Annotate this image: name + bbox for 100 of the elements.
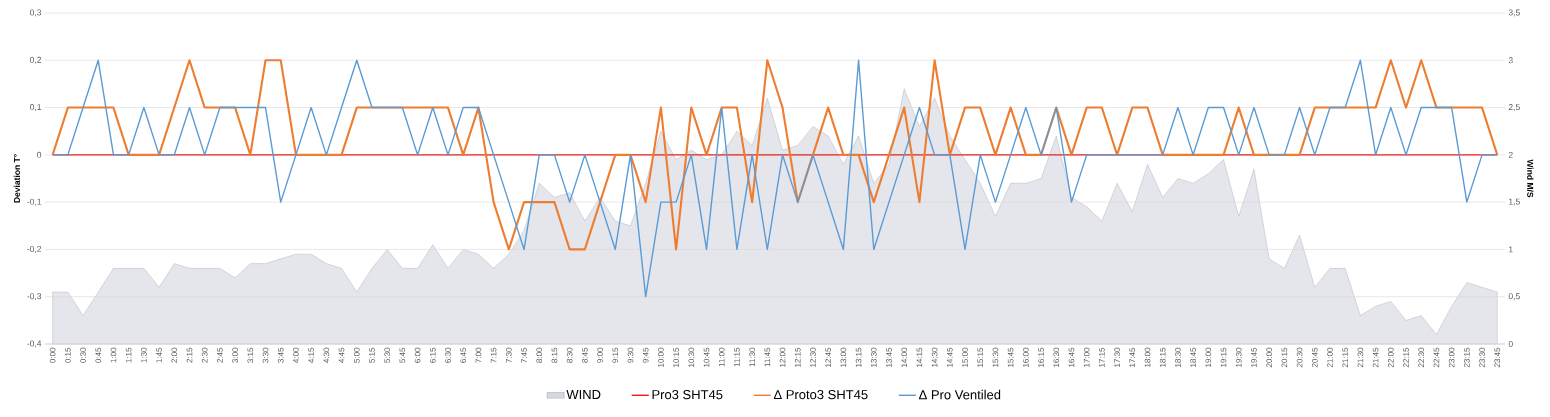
legend-label: Δ Pro Ventiled: [919, 389, 1001, 400]
x-tick-label: 3:45: [277, 347, 284, 363]
x-tick-label: 12:00: [779, 347, 786, 367]
x-tick-label: 7:30: [506, 347, 512, 363]
x-tick-label: 23:15: [1464, 347, 1470, 368]
x-tick-label: 17:00: [1083, 347, 1090, 367]
x-tick-label: 16:45: [1068, 347, 1075, 367]
x-tick-label: 6:15: [429, 347, 436, 363]
x-tick-label: 15:15: [977, 347, 984, 367]
y-axis-title: Deviation T°: [13, 154, 20, 203]
y-tick-label: 0,3: [30, 9, 42, 17]
x-tick-label: 21:00: [1327, 347, 1333, 368]
x-tick-label: 0:00: [49, 347, 56, 363]
x-tick-label: 11:30: [749, 347, 755, 367]
x-tick-label: 1:00: [110, 347, 117, 363]
x-tick-label: 6:45: [460, 347, 467, 363]
x-tick-label: 16:30: [1053, 347, 1060, 367]
x-tick-label: 3:00: [232, 347, 238, 363]
x-tick-label: 12:15: [794, 347, 801, 367]
x-tick-label: 12:30: [810, 347, 816, 367]
y-tick-label: 0,1: [30, 104, 42, 112]
x-tick-label: 18:30: [1175, 347, 1181, 367]
x-tick-label: 14:45: [947, 347, 953, 367]
x-tick-label: 21:30: [1357, 347, 1364, 368]
x-tick-label: 2:30: [201, 347, 208, 363]
x-tick-label: 9:45: [642, 347, 649, 363]
x-tick-label: 10:45: [703, 347, 710, 367]
x-tick-label: 6:30: [445, 347, 451, 363]
x-tick-label: 20:30: [1296, 347, 1303, 368]
x-tick-label: 19:30: [1235, 347, 1242, 367]
x-tick-label: 10:30: [688, 347, 695, 367]
x-tick-label: 5:45: [399, 347, 406, 363]
x-tick-label: 14:15: [916, 347, 923, 367]
y-tick-label: 0,2: [30, 56, 42, 64]
x-tick-label: 3:15: [247, 347, 254, 363]
x-tick-label: 11:00: [718, 347, 725, 367]
x-tick-label: 16:15: [1038, 347, 1044, 367]
y2-axis-title: Wind M/S: [1527, 159, 1534, 198]
y2-tick-label: 3: [1508, 57, 1513, 64]
x-tick-label: 22:30: [1418, 347, 1425, 368]
legend-label: WIND: [566, 390, 601, 400]
x-tick-label: 4:15: [308, 347, 314, 363]
x-tick-label: 10:00: [658, 347, 664, 367]
x-tick-label: 5:15: [369, 347, 375, 363]
y-tick-label: 0: [37, 151, 42, 158]
x-tick-label: 11:45: [764, 347, 771, 367]
legend-label: Pro3 SHT45: [652, 390, 723, 400]
y2-tick-label: 2: [1508, 151, 1513, 158]
x-tick-label: 13:00: [840, 347, 847, 367]
x-tick-label: 23:45: [1494, 347, 1501, 368]
x-tick-label: 6:00: [414, 347, 421, 363]
y2-tick-label: 2,5: [1508, 104, 1520, 112]
x-tick-label: 7:00: [475, 347, 482, 363]
y2-tick-label: 1,5: [1509, 198, 1520, 206]
x-tick-label: 8:30: [566, 347, 573, 363]
x-tick-label: 15:45: [1007, 347, 1014, 367]
x-tick-label: 11:15: [734, 347, 740, 367]
x-tick-label: 21:15: [1342, 347, 1349, 368]
x-tick-label: 4:00: [293, 347, 299, 363]
x-tick-label: 18:45: [1190, 347, 1196, 367]
x-tick-label: 22:00: [1387, 347, 1394, 368]
x-tick-label: 19:15: [1220, 347, 1227, 367]
x-tick-label: 0:45: [95, 347, 102, 363]
x-tick-label: 20:15: [1281, 347, 1288, 368]
y-tick-label: -0,4: [27, 340, 42, 348]
x-tick-label: 8:00: [536, 347, 543, 363]
x-tick-label: 22:15: [1403, 347, 1409, 368]
x-tick-label: 20:45: [1311, 347, 1318, 368]
x-tick-label: 20:00: [1266, 347, 1272, 368]
x-tick-label: 2:45: [217, 347, 223, 363]
y2-tick-label: 0: [1508, 340, 1513, 347]
x-tick-label: 15:00: [962, 347, 968, 367]
y-tick-label: -0,2: [27, 245, 42, 253]
x-tick-label: 13:30: [870, 347, 877, 367]
x-tick-label: 14:00: [901, 347, 908, 367]
x-tick-label: 16:00: [1023, 347, 1029, 367]
x-tick-label: 23:30: [1479, 347, 1485, 368]
legend-label: Δ Proto3 SHT45: [773, 390, 868, 400]
x-tick-label: 12:45: [825, 347, 831, 367]
x-tick-label: 1:15: [125, 347, 132, 363]
x-tick-label: 5:00: [353, 347, 360, 363]
x-tick-label: 15:30: [992, 347, 999, 367]
x-tick-label: 0:15: [65, 347, 71, 363]
x-tick-label: 10:15: [673, 347, 679, 367]
x-tick-label: 0:30: [80, 347, 86, 363]
x-tick-label: 19:00: [1205, 347, 1212, 367]
x-tick-label: 4:45: [338, 347, 345, 363]
x-tick-label: 2:15: [186, 347, 193, 363]
y2-tick-label: 0,5: [1508, 293, 1520, 301]
x-tick-label: 7:15: [490, 347, 497, 363]
x-tick-label: 1:30: [141, 347, 147, 363]
y-tick-label: -0,3: [27, 293, 42, 301]
x-tick-label: 8:45: [582, 347, 588, 363]
x-tick-label: 22:45: [1433, 347, 1440, 368]
x-tick-label: 14:30: [931, 347, 938, 367]
x-tick-label: 18:15: [1159, 347, 1166, 367]
x-tick-label: 18:00: [1144, 347, 1151, 367]
x-tick-label: 1:45: [156, 347, 162, 363]
x-tick-label: 17:15: [1099, 347, 1105, 367]
x-tick-label: 4:30: [323, 347, 330, 363]
